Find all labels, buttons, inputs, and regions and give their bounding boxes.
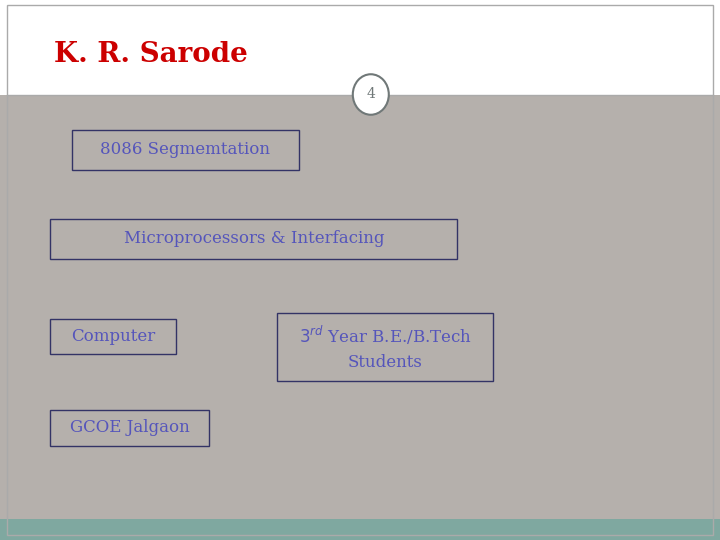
- Text: Microprocessors & Interfacing: Microprocessors & Interfacing: [124, 231, 384, 247]
- Text: GCOE Jalgaon: GCOE Jalgaon: [70, 420, 189, 436]
- Bar: [50, 219, 457, 259]
- Bar: [277, 313, 493, 381]
- Text: $3^{rd}$ Year B.E./B.Tech: $3^{rd}$ Year B.E./B.Tech: [299, 323, 472, 347]
- Bar: [50, 410, 209, 445]
- Text: Students: Students: [348, 354, 423, 370]
- Bar: [72, 130, 299, 170]
- Text: Computer: Computer: [71, 328, 156, 345]
- Bar: [50, 319, 176, 354]
- Bar: [0, 0, 720, 94]
- Text: K. R. Sarode: K. R. Sarode: [54, 40, 248, 68]
- Text: 4: 4: [366, 87, 375, 102]
- Ellipse shape: [353, 74, 389, 115]
- Text: 8086 Segmemtation: 8086 Segmemtation: [100, 141, 271, 158]
- Bar: [0, 519, 720, 540]
- Bar: [0, 94, 720, 519]
